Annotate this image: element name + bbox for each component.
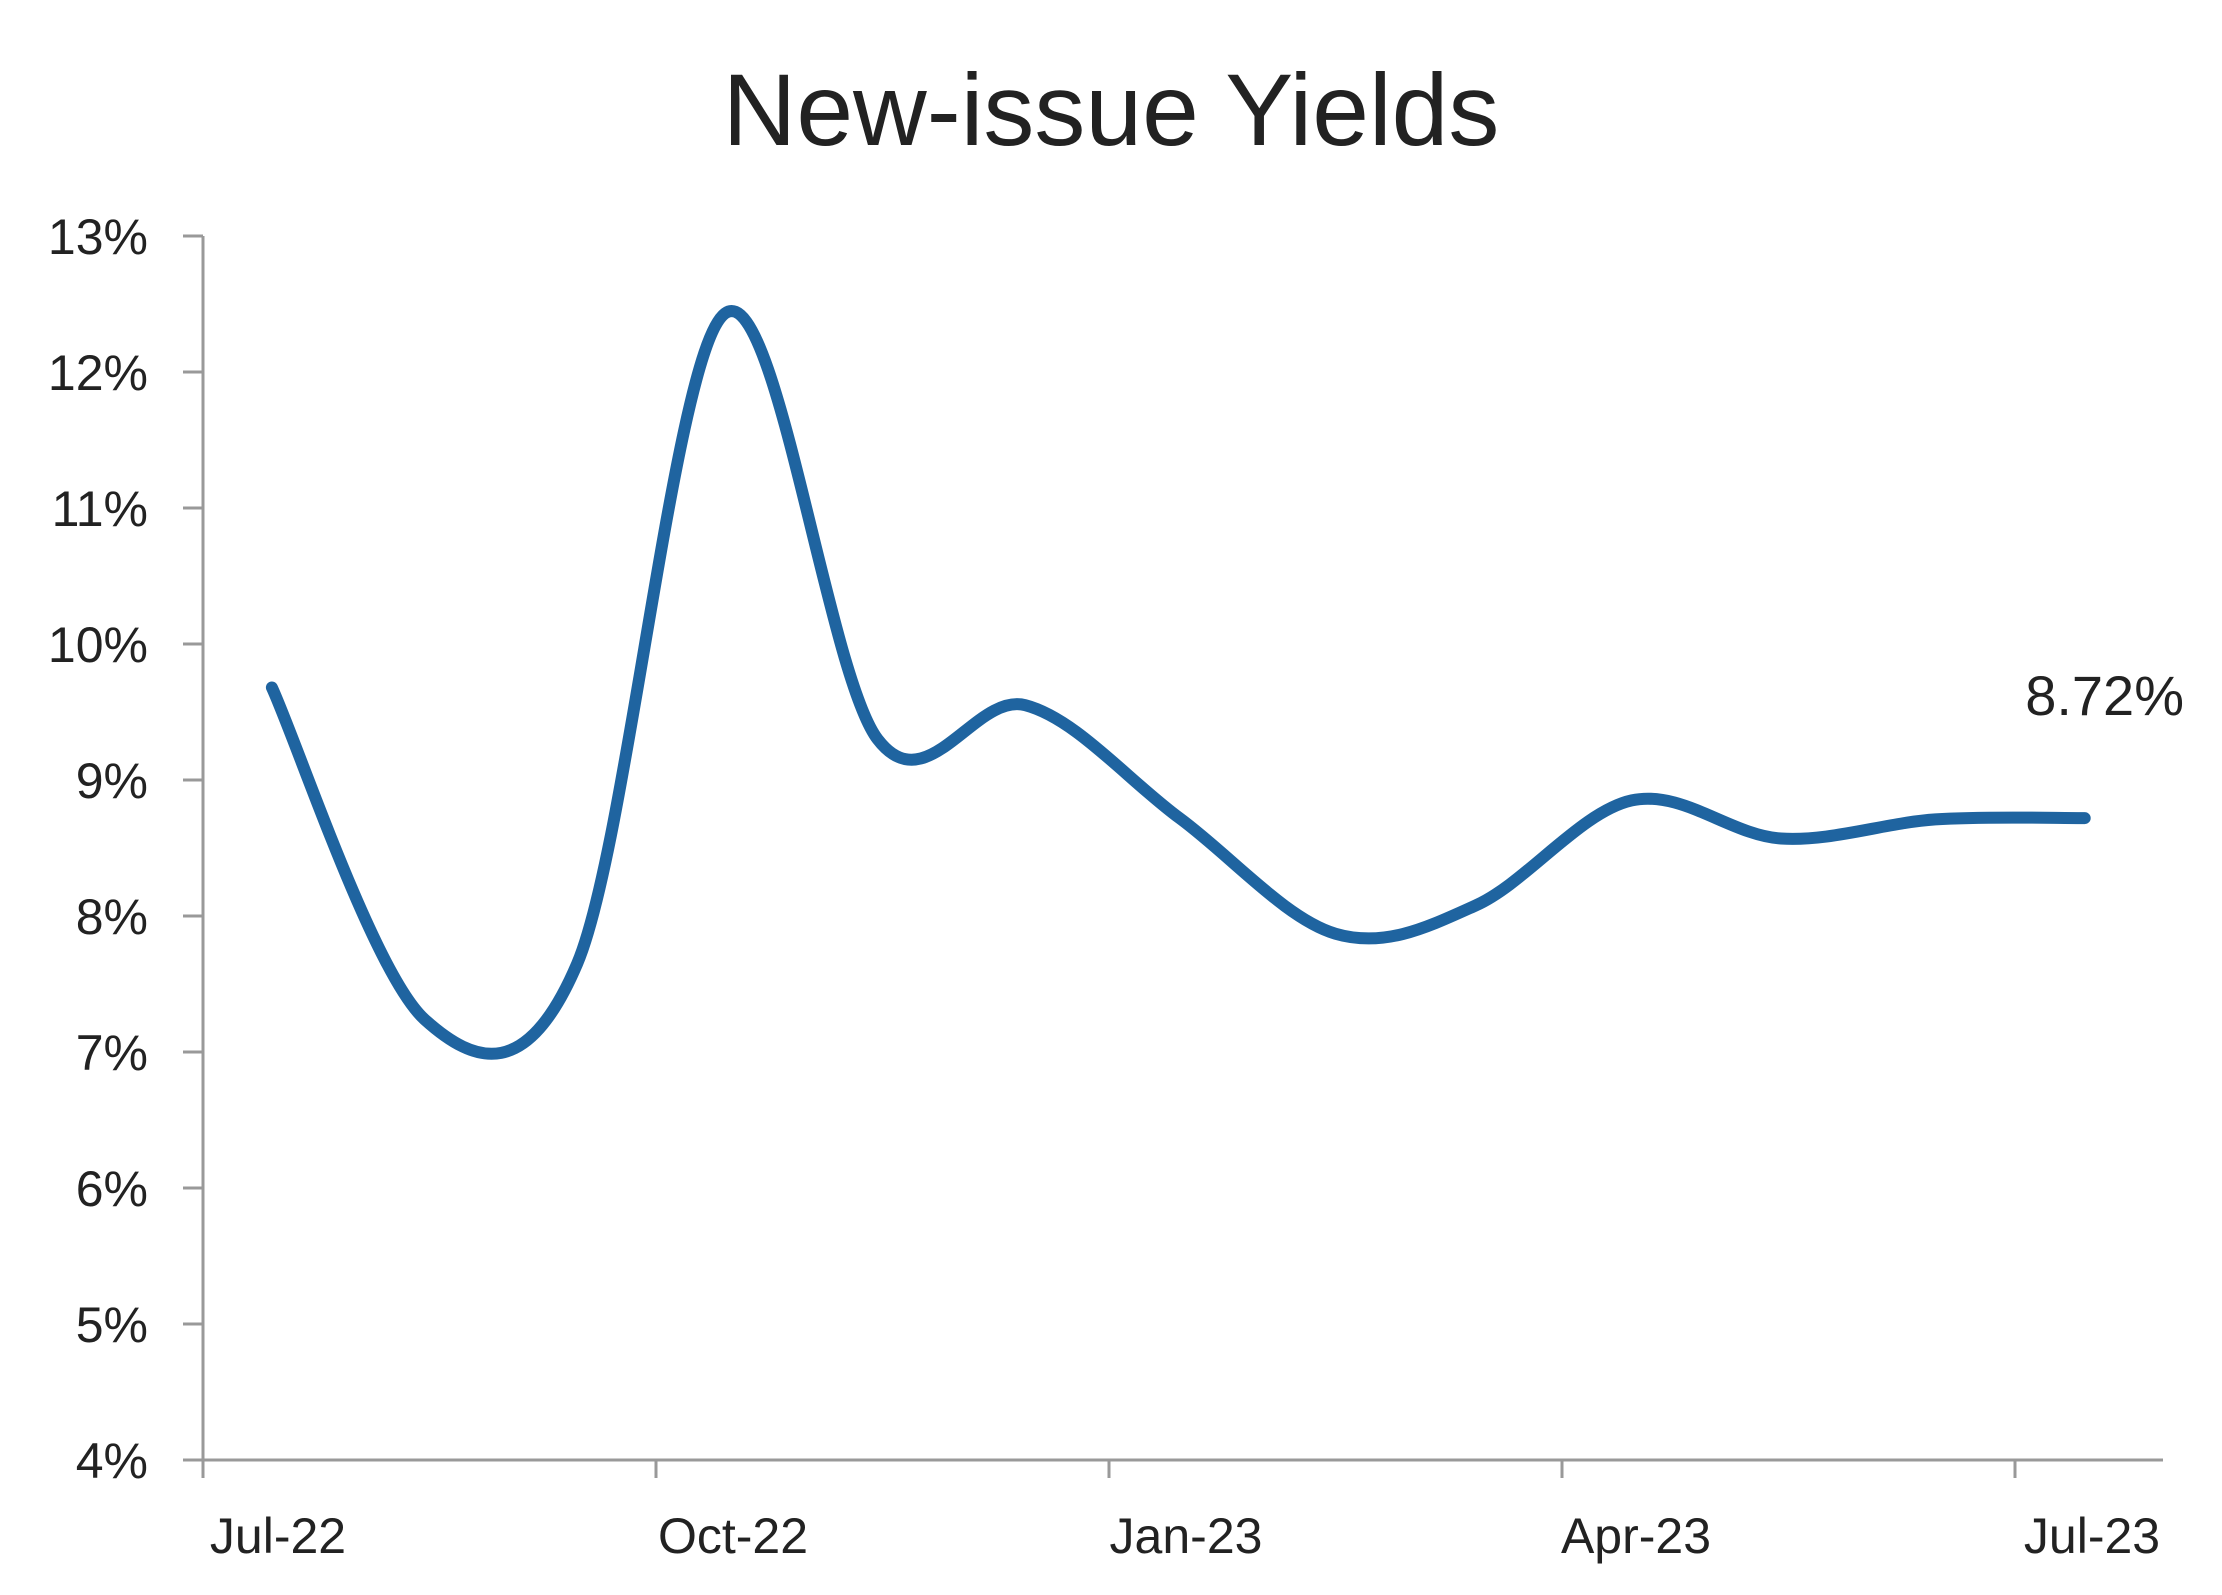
y-tick-label: 10%	[48, 617, 148, 673]
x-tick-label: Jul-22	[210, 1508, 346, 1564]
y-tick-label: 9%	[76, 753, 148, 809]
chart-axes	[201, 236, 2163, 1462]
x-tick-label: Jul-23	[2024, 1508, 2160, 1564]
chart-title: New-issue Yields	[722, 53, 1500, 167]
x-tick-label: Apr-23	[1561, 1508, 1711, 1564]
y-axis-ticks: 4% 5% 6% 7% 8% 9% 10% 11% 12% 13%	[48, 209, 203, 1489]
x-tick-label: Jan-23	[1110, 1508, 1263, 1564]
y-tick-label: 8%	[76, 889, 148, 945]
y-tick-label: 7%	[76, 1025, 148, 1081]
x-tick-label: Oct-22	[658, 1508, 808, 1564]
series-line	[265, 305, 2091, 1060]
y-tick-label: 4%	[76, 1433, 148, 1489]
y-tick-label: 5%	[76, 1297, 148, 1353]
x-axis-ticks: Jul-22 Oct-22 Jan-23 Apr-23 Jul-23	[201, 1460, 2160, 1564]
y-tick-label: 13%	[48, 209, 148, 265]
series-group	[265, 305, 2091, 1060]
end-value-label: 8.72%	[2025, 664, 2184, 727]
y-tick-label: 11%	[52, 481, 148, 537]
y-tick-label: 6%	[76, 1161, 148, 1217]
y-tick-label: 12%	[48, 345, 148, 401]
data-labels: 8.72%	[2025, 664, 2184, 727]
